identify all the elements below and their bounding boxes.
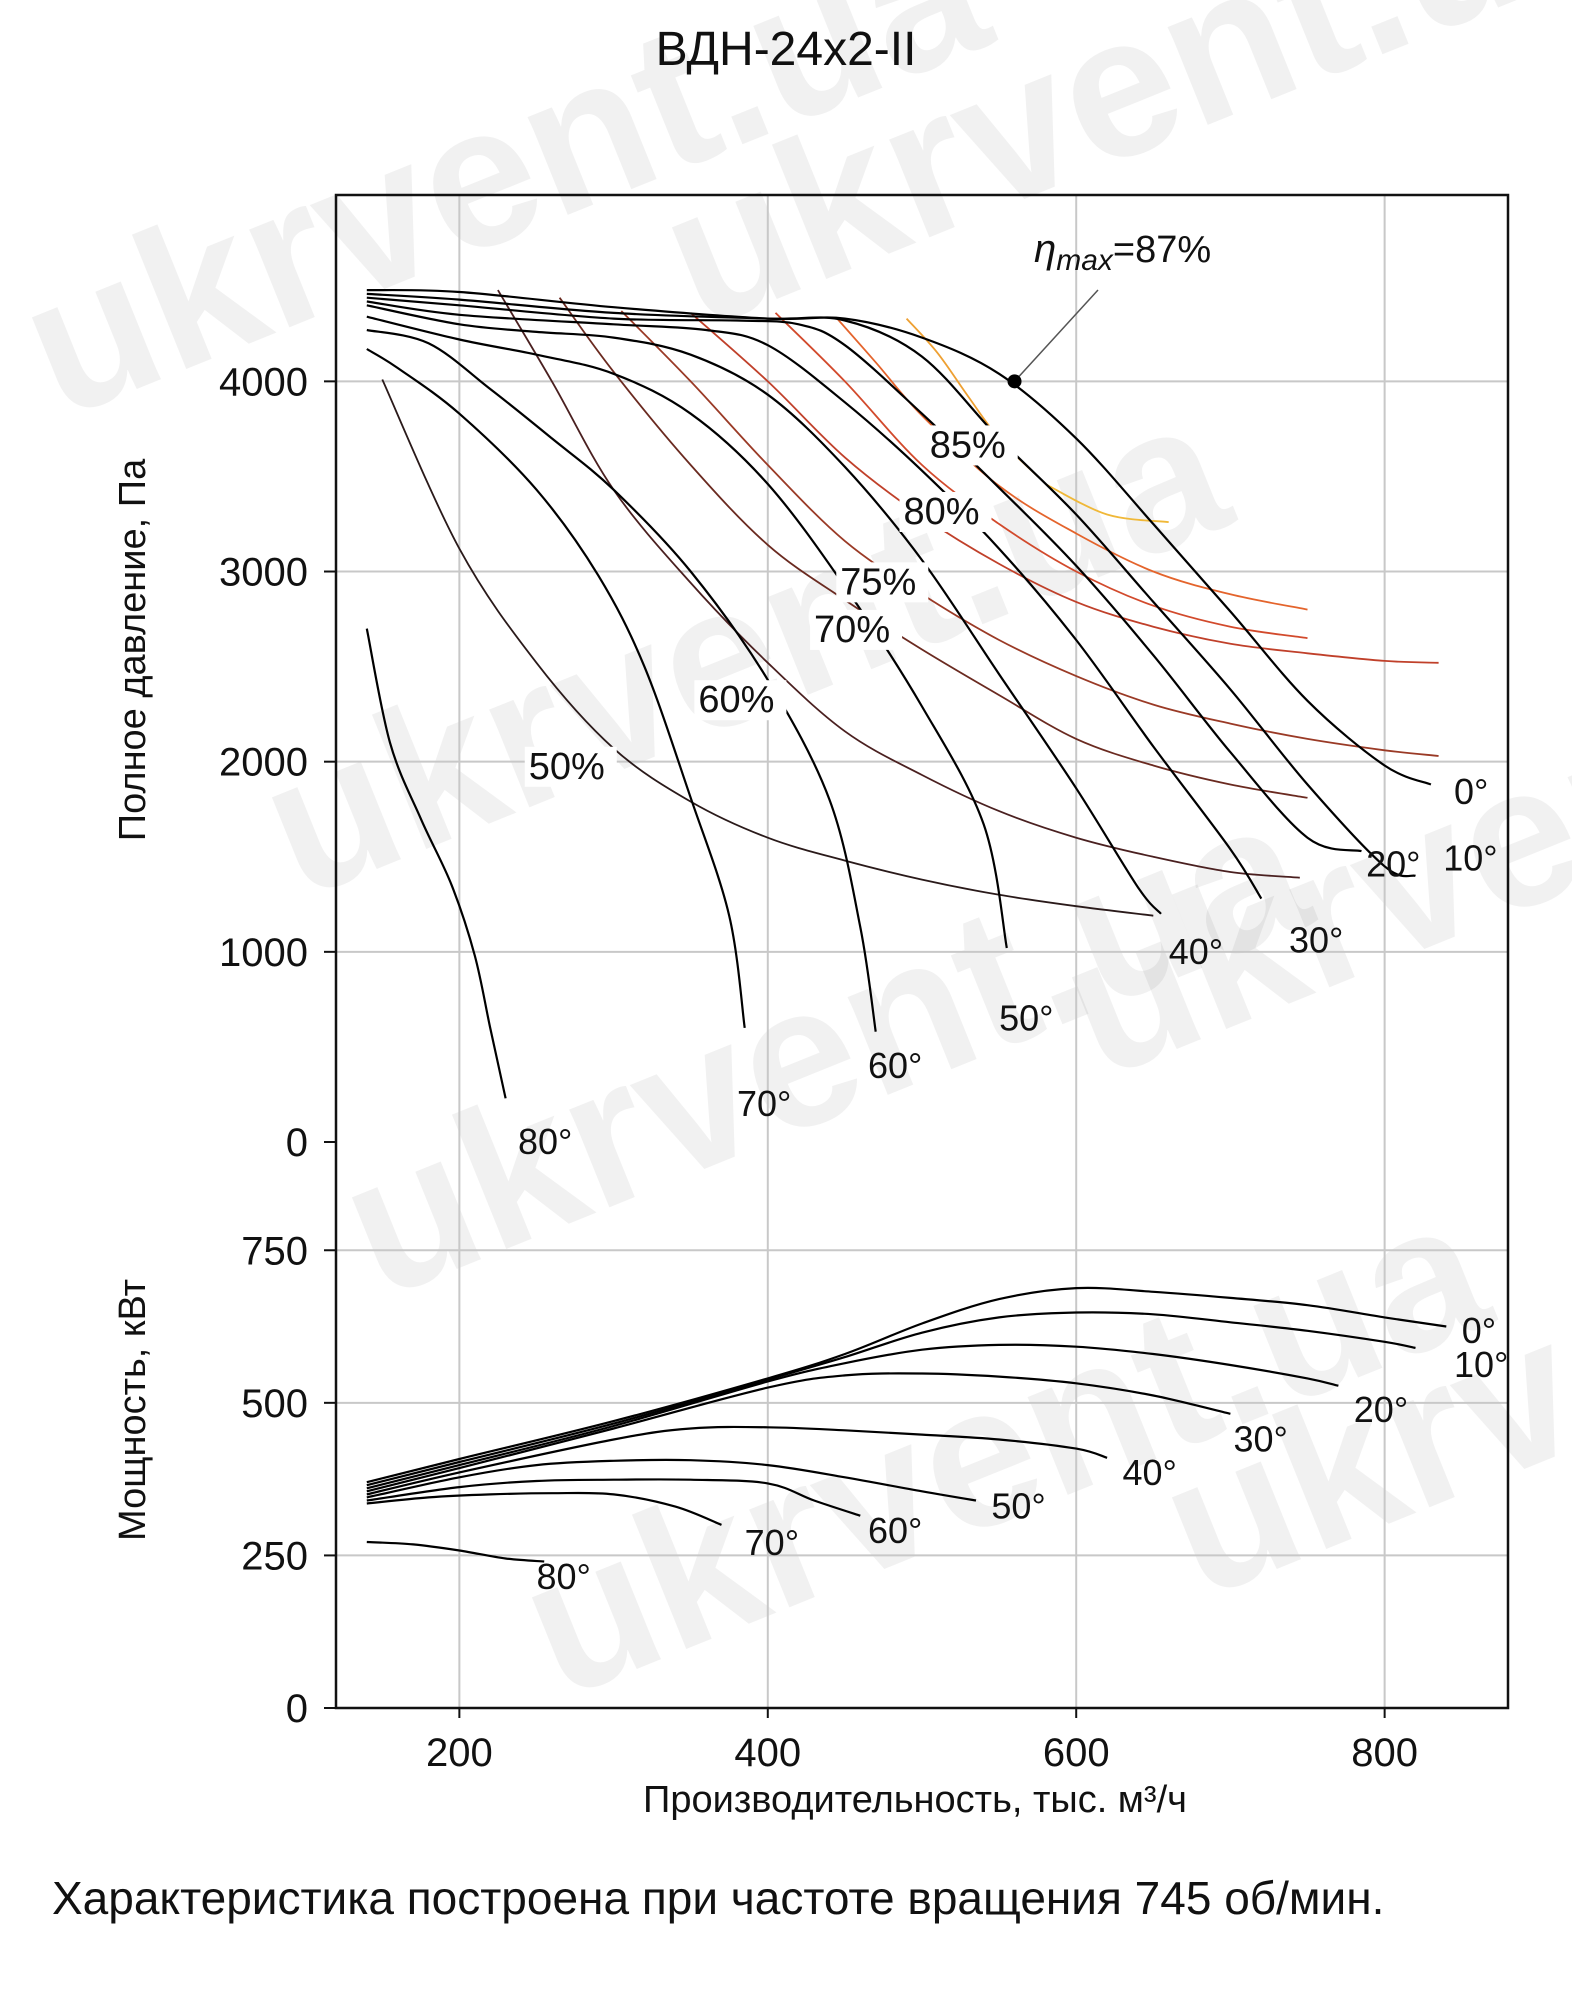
pressure-curve bbox=[366, 288, 1432, 786]
efficiency-line bbox=[620, 310, 1439, 757]
plot-frame bbox=[334, 193, 1510, 1710]
pressure-curve-label: 10° bbox=[1443, 838, 1497, 879]
efficiency-label: 80% bbox=[903, 491, 979, 533]
x-tick-label: 200 bbox=[426, 1731, 493, 1775]
efficiency-label-bg bbox=[810, 609, 903, 650]
efficiency-lines bbox=[381, 289, 1439, 917]
watermark-layer: ukrvent.uaukrvent.uaukrvent.uaukrvent.ua… bbox=[0, 0, 1572, 1740]
power-curve bbox=[366, 1311, 1416, 1487]
eta-max-point bbox=[1007, 374, 1022, 389]
pressure-curve-label: 80° bbox=[518, 1121, 572, 1162]
pressure-curve-label: 20° bbox=[1366, 843, 1420, 884]
eta-max-label: ηmax=87% bbox=[1034, 227, 1211, 277]
pressure-tick-label: 0 bbox=[286, 1121, 308, 1165]
pressure-curve bbox=[366, 304, 1162, 915]
efficiency-label-bg bbox=[899, 491, 992, 532]
pressure-curve bbox=[366, 296, 1362, 853]
power-curve bbox=[366, 1478, 861, 1517]
power-tick-label: 0 bbox=[286, 1687, 308, 1731]
pressure-curve bbox=[366, 300, 1263, 900]
efficiency-line bbox=[1044, 483, 1169, 523]
power-curve bbox=[366, 1491, 722, 1526]
power-curve-label: 80° bbox=[536, 1556, 590, 1597]
eta-subscript: max bbox=[1056, 244, 1114, 277]
power-curve bbox=[366, 1540, 545, 1563]
power-curve-label: 20° bbox=[1354, 1389, 1408, 1430]
power-curve-label: 10° bbox=[1454, 1344, 1508, 1385]
efficiency-label: 70% bbox=[814, 609, 890, 651]
power-curve bbox=[366, 1343, 1339, 1490]
pressure-curve-label: 0° bbox=[1454, 771, 1488, 812]
efficiency-line bbox=[558, 297, 1308, 799]
tick-labels: 200 400 600 800 0 1000 2000 3000 4000 0 250 500 750 bbox=[219, 360, 1418, 1775]
efficiency-line bbox=[497, 289, 1300, 879]
efficiency-label: 85% bbox=[930, 424, 1006, 466]
efficiency-label: 60% bbox=[698, 679, 774, 721]
efficiency-label: 75% bbox=[840, 561, 916, 603]
curve-labels: 50%60%70%75%80%85%0°10°20°30°40°50°60°70… bbox=[518, 289, 1508, 1597]
efficiency-label-bg bbox=[694, 680, 787, 721]
speed-note: Характеристика построена при частоте вра… bbox=[52, 1872, 1385, 1924]
power-curve-label: 50° bbox=[991, 1486, 1045, 1527]
efficiency-label: 50% bbox=[529, 746, 605, 788]
characteristic-curves bbox=[365, 288, 1447, 1563]
eta-symbol: η bbox=[1034, 227, 1056, 271]
power-curve-label: 40° bbox=[1122, 1452, 1176, 1493]
efficiency-label-bg bbox=[925, 425, 1018, 466]
pressure-curve bbox=[366, 348, 746, 1029]
pressure-curve-label: 40° bbox=[1169, 931, 1223, 972]
power-curve bbox=[366, 1372, 1231, 1493]
pressure-curve bbox=[366, 315, 1008, 949]
pressure-curve bbox=[365, 628, 507, 1099]
power-tick-label: 250 bbox=[241, 1534, 308, 1578]
pressure-curve-label: 50° bbox=[999, 997, 1053, 1038]
pressure-axis-title: Полное давление, Па bbox=[112, 458, 154, 841]
efficiency-line bbox=[690, 312, 1439, 664]
x-tick-label: 400 bbox=[734, 1731, 801, 1775]
pressure-curve-label: 30° bbox=[1289, 919, 1343, 960]
power-curve bbox=[366, 1458, 977, 1502]
pressure-tick-label: 3000 bbox=[219, 551, 308, 595]
power-curve bbox=[366, 1286, 1447, 1484]
power-curve bbox=[366, 1425, 1108, 1496]
efficiency-line bbox=[836, 318, 1308, 611]
power-curve-label: 0° bbox=[1462, 1310, 1496, 1351]
eta-max-leader bbox=[1013, 289, 1099, 382]
power-tick-label: 500 bbox=[241, 1382, 308, 1426]
pressure-curve-label: 70° bbox=[737, 1083, 791, 1124]
eta-value: =87% bbox=[1113, 229, 1211, 271]
pressure-curve bbox=[366, 328, 877, 1032]
pressure-tick-label: 2000 bbox=[219, 741, 308, 785]
efficiency-label-bg bbox=[524, 746, 617, 787]
efficiency-line bbox=[774, 312, 1308, 639]
power-curve-label: 30° bbox=[1234, 1418, 1288, 1459]
power-axis-title: Мощность, кВт bbox=[112, 1279, 154, 1541]
pressure-tick-label: 1000 bbox=[219, 931, 308, 975]
power-curve-label: 70° bbox=[745, 1522, 799, 1563]
efficiency-line bbox=[381, 379, 1154, 917]
x-tick-label: 600 bbox=[1043, 1731, 1110, 1775]
x-tick-label: 800 bbox=[1351, 1731, 1418, 1775]
pressure-curve-label: 60° bbox=[868, 1045, 922, 1086]
power-curve-label: 60° bbox=[868, 1510, 922, 1551]
flow-axis-title: Производительность, тыс. м³/ч bbox=[643, 1779, 1187, 1821]
chart-frame bbox=[324, 193, 1510, 1718]
chart-title: ВДН-24х2-II bbox=[655, 23, 917, 76]
efficiency-label-bg bbox=[836, 562, 929, 603]
power-tick-label: 750 bbox=[241, 1229, 308, 1273]
pressure-tick-label: 4000 bbox=[219, 360, 308, 404]
